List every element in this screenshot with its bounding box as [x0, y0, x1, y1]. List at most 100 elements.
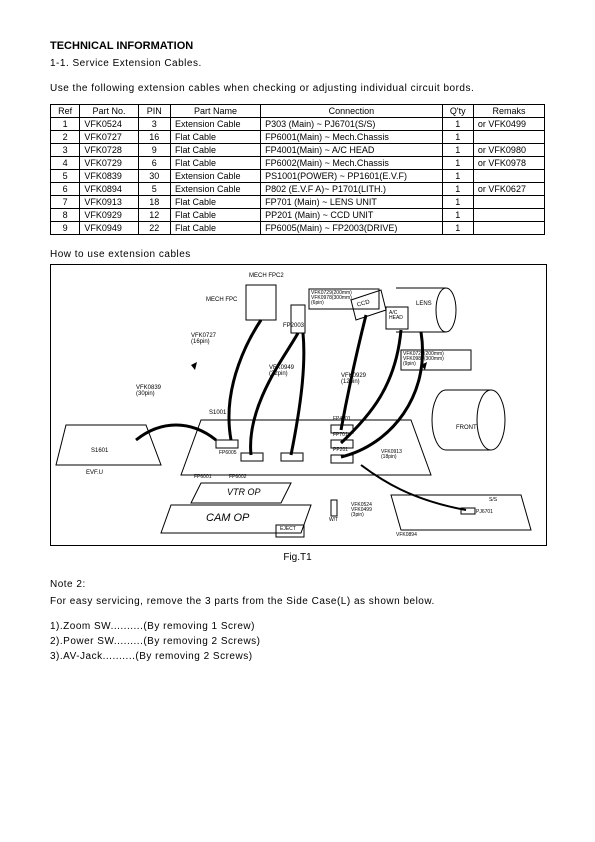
table-cell: 5	[51, 170, 80, 183]
cable-table: Ref Part No. PIN Part Name Connection Q'…	[50, 104, 545, 235]
diagram-title: How to use extension cables	[50, 249, 545, 260]
table-cell: VFK0727	[80, 131, 138, 144]
table-cell: 22	[138, 222, 170, 235]
label-vfk0729set: VFK0729(200mm) VFK0978(300mm) (6pin)	[311, 291, 352, 306]
col-name: Part Name	[170, 105, 260, 118]
table-cell: 3	[138, 118, 170, 131]
label-vfk0728set: VFK0728(200mm) VFK0980(300mm) (9pin)	[403, 352, 444, 367]
table-cell: VFK0949	[80, 222, 138, 235]
table-cell: Extension Cable	[170, 118, 260, 131]
label-wt: W/T	[329, 518, 338, 523]
table-cell: 3	[51, 144, 80, 157]
table-cell: VFK0913	[80, 196, 138, 209]
label-vfk0727: VFK0727 (16pin)	[191, 333, 216, 345]
table-cell: Flat Cable	[170, 209, 260, 222]
label-evfu: EVF.U	[86, 470, 103, 476]
table-cell: FP701 (Main) ~ LENS UNIT	[261, 196, 443, 209]
table-cell: FP6001(Main) ~ Mech.Chassis	[261, 131, 443, 144]
table-row: 4VFK07296Flat CableFP6002(Main) ~ Mech.C…	[51, 157, 545, 170]
page-title: TECHNICAL INFORMATION	[50, 40, 545, 52]
table-row: 8VFK092912Flat CablePP201 (Main) ~ CCD U…	[51, 209, 545, 222]
table-cell: or VFK0627	[473, 183, 544, 196]
figure-caption: Fig.T1	[50, 552, 545, 563]
table-cell: 7	[51, 196, 80, 209]
diagram-svg	[51, 265, 546, 545]
table-cell: 18	[138, 196, 170, 209]
table-cell: FP6002(Main) ~ Mech.Chassis	[261, 157, 443, 170]
table-cell: FP4001(Main) ~ A/C HEAD	[261, 144, 443, 157]
table-cell	[473, 131, 544, 144]
table-cell: or VFK0980	[473, 144, 544, 157]
list-item: 3).AV-Jack..........(By removing 2 Screw…	[50, 651, 545, 662]
table-cell: VFK0728	[80, 144, 138, 157]
table-cell: Flat Cable	[170, 196, 260, 209]
table-cell: 16	[138, 131, 170, 144]
table-cell: Flat Cable	[170, 157, 260, 170]
table-cell	[473, 170, 544, 183]
table-cell: 9	[138, 144, 170, 157]
section-subtitle: 1-1. Service Extension Cables.	[50, 58, 545, 69]
table-cell	[473, 222, 544, 235]
table-cell: 1	[442, 196, 473, 209]
label-ac-head: A/C HEAD	[389, 311, 403, 321]
label-fp701: FP701	[333, 433, 348, 438]
label-fp6005: FP6005	[219, 451, 237, 456]
table-header-row: Ref Part No. PIN Part Name Connection Q'…	[51, 105, 545, 118]
label-s1601: S1601	[91, 448, 108, 454]
label-vtr-op: VTR OP	[227, 488, 261, 497]
table-cell: Extension Cable	[170, 170, 260, 183]
table-cell: P303 (Main) ~ PJ6701(S/S)	[261, 118, 443, 131]
table-cell: PP201 (Main) ~ CCD UNIT	[261, 209, 443, 222]
label-front: FRONT	[456, 425, 477, 431]
table-cell: 1	[442, 118, 473, 131]
note-body: For easy servicing, remove the 3 parts f…	[50, 596, 545, 607]
col-rem: Remaks	[473, 105, 544, 118]
table-cell: Flat Cable	[170, 144, 260, 157]
table-cell: or VFK0978	[473, 157, 544, 170]
table-row: 1VFK05243Extension CableP303 (Main) ~ PJ…	[51, 118, 545, 131]
table-cell: 4	[51, 157, 80, 170]
table-row: 9VFK094922Flat CableFP6005(Main) ~ FP200…	[51, 222, 545, 235]
intro-text: Use the following extension cables when …	[50, 83, 545, 94]
note-list: 1).Zoom SW..........(By removing 1 Screw…	[50, 621, 545, 662]
label-vfk0839: VFK0839 (30pin)	[136, 385, 161, 397]
table-cell: 1	[442, 209, 473, 222]
label-fp6002: FP6002	[229, 475, 247, 480]
table-cell: 1	[442, 144, 473, 157]
table-cell: PS1001(POWER) ~ PP1601(E.V.F)	[261, 170, 443, 183]
table-row: 6VFK08945Extension CableP802 (E.V.F A)~ …	[51, 183, 545, 196]
label-cam-op: CAM OP	[206, 513, 249, 524]
table-cell: 9	[51, 222, 80, 235]
table-cell: 6	[138, 157, 170, 170]
table-cell: 1	[442, 131, 473, 144]
table-cell: FP6005(Main) ~ FP2003(DRIVE)	[261, 222, 443, 235]
label-fp2003: FP2003	[283, 323, 304, 329]
table-cell: 5	[138, 183, 170, 196]
label-ss: S/S	[489, 498, 497, 503]
table-cell: VFK0839	[80, 170, 138, 183]
table-row: 2VFK072716Flat CableFP6001(Main) ~ Mech.…	[51, 131, 545, 144]
table-cell: 1	[442, 157, 473, 170]
col-ref: Ref	[51, 105, 80, 118]
wiring-diagram: MECH FPC2 MECH FPC VFK0727 (16pin) FP200…	[50, 264, 547, 546]
table-cell: 1	[442, 222, 473, 235]
table-cell: 2	[51, 131, 80, 144]
table-row: 7VFK091318Flat CableFP701 (Main) ~ LENS …	[51, 196, 545, 209]
table-cell: 1	[442, 183, 473, 196]
table-cell: VFK0894	[80, 183, 138, 196]
label-mech-fpc: MECH FPC	[206, 297, 237, 303]
label-pj6701: PJ6701	[476, 510, 493, 515]
table-cell: P802 (E.V.F A)~ P1701(LITH.)	[261, 183, 443, 196]
table-cell: 12	[138, 209, 170, 222]
table-cell: VFK0929	[80, 209, 138, 222]
label-vfk0929: VFK0929 (12pin)	[341, 373, 366, 385]
table-row: 5VFK083930Extension CablePS1001(POWER) ~…	[51, 170, 545, 183]
list-item: 2).Power SW.........(By removing 2 Screw…	[50, 636, 545, 647]
col-pin: PIN	[138, 105, 170, 118]
label-fp6001: FP6001	[194, 475, 212, 480]
note-heading: Note 2:	[50, 579, 545, 590]
table-cell	[473, 209, 544, 222]
label-s1001: S1001	[209, 410, 226, 416]
table-cell: Extension Cable	[170, 183, 260, 196]
label-vfk0949: VFK0949 (22pin)	[269, 365, 294, 377]
